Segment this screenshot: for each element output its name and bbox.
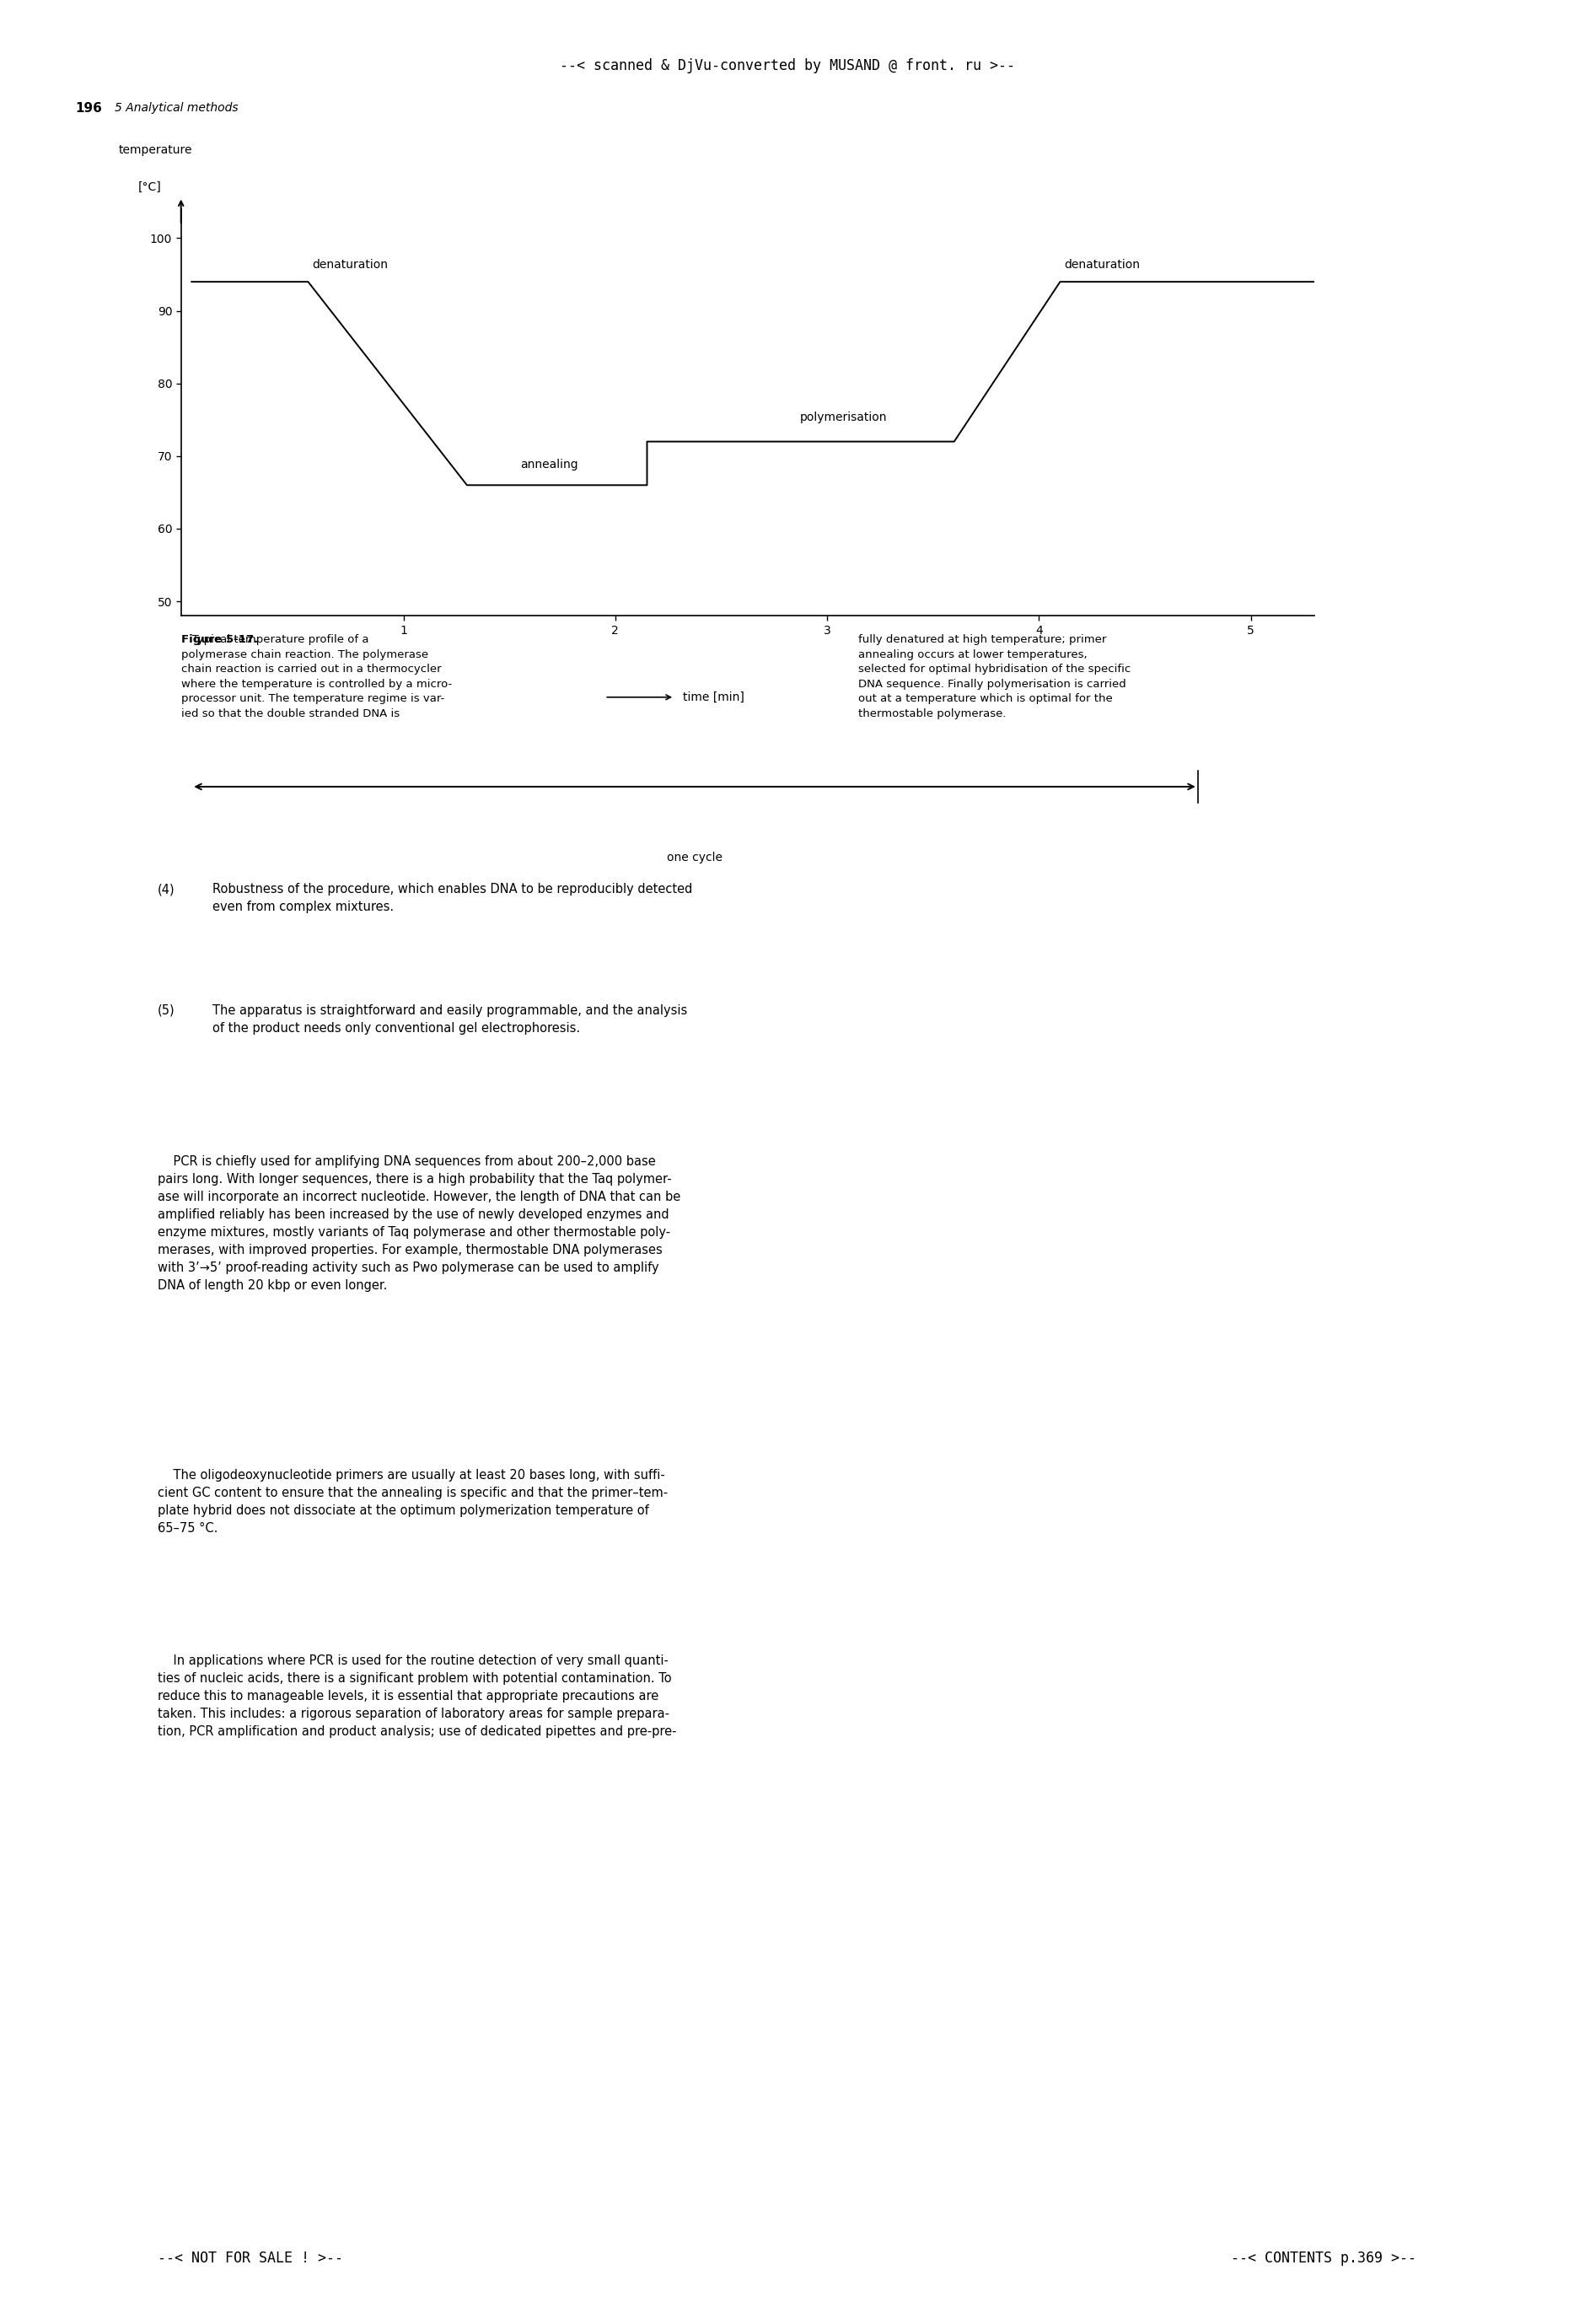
Text: annealing: annealing [519,458,578,469]
Text: The oligodeoxynucleotide primers are usually at least 20 bases long, with suffi-: The oligodeoxynucleotide primers are usu… [157,1469,667,1534]
Text: 5 Analytical methods: 5 Analytical methods [115,102,239,114]
Text: polymerisation: polymerisation [800,411,886,423]
Text: [°C]: [°C] [139,181,162,193]
Text: 196: 196 [76,102,102,114]
Text: one cycle: one cycle [667,853,722,865]
Text: denaturation: denaturation [312,258,389,272]
Text: fully denatured at high temperature; primer
annealing occurs at lower temperatur: fully denatured at high temperature; pri… [858,634,1130,718]
Text: (4): (4) [157,883,175,895]
Text: (5): (5) [157,1004,175,1016]
Text: --< NOT FOR SALE ! >--: --< NOT FOR SALE ! >-- [157,2250,343,2266]
Text: temperature: temperature [118,144,192,156]
Text: PCR is chiefly used for amplifying DNA sequences from about 200–2,000 base
pairs: PCR is chiefly used for amplifying DNA s… [157,1155,680,1292]
Text: The apparatus is straightforward and easily programmable, and the analysis
of th: The apparatus is straightforward and eas… [212,1004,688,1034]
Text: --< CONTENTS p.369 >--: --< CONTENTS p.369 >-- [1231,2250,1417,2266]
Text: Typical temperature profile of a
polymerase chain reaction. The polymerase
chain: Typical temperature profile of a polymer… [181,634,452,718]
Text: Robustness of the procedure, which enables DNA to be reproducibly detected
even : Robustness of the procedure, which enabl… [212,883,693,913]
Text: Figure 5-17.: Figure 5-17. [181,634,258,646]
Text: In applications where PCR is used for the routine detection of very small quanti: In applications where PCR is used for th… [157,1655,677,1738]
Text: --< scanned & DjVu-converted by MUSAND @ front. ru >--: --< scanned & DjVu-converted by MUSAND @… [559,58,1015,74]
Text: denaturation: denaturation [1064,258,1140,272]
Text: time [min]: time [min] [683,690,745,704]
